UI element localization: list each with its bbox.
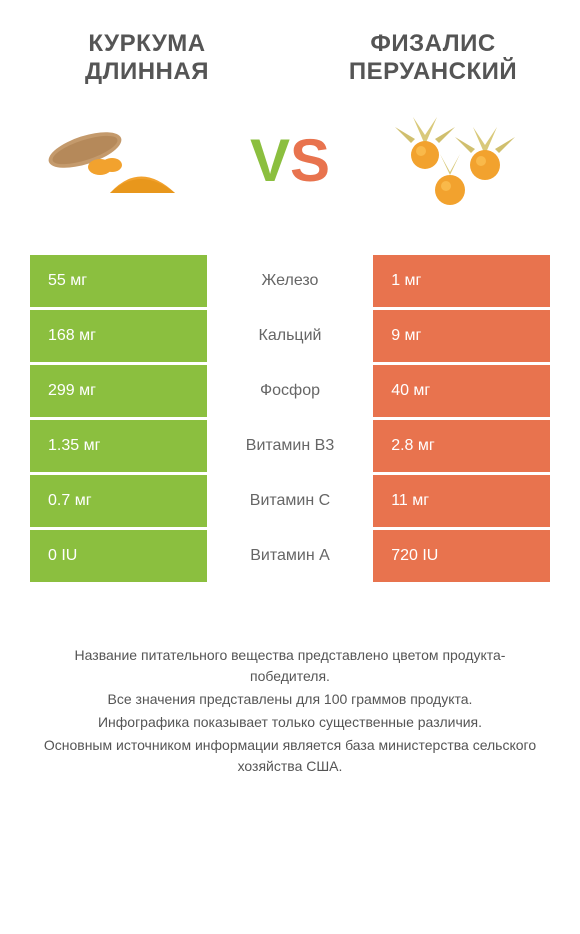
vs-s: S: [290, 127, 330, 194]
left-value: 1.35 мг: [30, 420, 207, 472]
nutrient-row: 0 IUВитамин A720 IU: [30, 530, 550, 582]
right-value: 11 мг: [373, 475, 550, 527]
nutrient-row: 1.35 мгВитамин B32.8 мг: [30, 420, 550, 472]
left-value: 0 IU: [30, 530, 207, 582]
vs-v: V: [250, 127, 290, 194]
right-value: 1 мг: [373, 255, 550, 307]
nutrient-label: Кальций: [207, 310, 373, 362]
titles-row: КУРКУМА ДЛИННАЯ ФИЗАЛИС ПЕРУАНСКИЙ: [30, 30, 550, 85]
vs-row: VS: [30, 105, 550, 215]
vs-label: VS: [250, 126, 330, 195]
nutrient-label: Фосфор: [207, 365, 373, 417]
nutrient-label: Витамин B3: [207, 420, 373, 472]
nutrient-row: 55 мгЖелезо1 мг: [30, 255, 550, 307]
right-value: 9 мг: [373, 310, 550, 362]
footer-line: Инфографика показывает только существенн…: [35, 712, 545, 733]
left-value: 168 мг: [30, 310, 207, 362]
footer-notes: Название питательного вещества представл…: [30, 645, 550, 779]
left-product-image: [40, 105, 190, 215]
left-value: 299 мг: [30, 365, 207, 417]
nutrient-label: Витамин C: [207, 475, 373, 527]
nutrient-table: 55 мгЖелезо1 мг168 мгКальций9 мг299 мгФо…: [30, 255, 550, 585]
nutrient-label: Железо: [207, 255, 373, 307]
nutrient-row: 299 мгФосфор40 мг: [30, 365, 550, 417]
right-product-title: ФИЗАЛИС ПЕРУАНСКИЙ: [316, 30, 550, 85]
left-value: 55 мг: [30, 255, 207, 307]
nutrient-label: Витамин A: [207, 530, 373, 582]
nutrient-row: 0.7 мгВитамин C11 мг: [30, 475, 550, 527]
right-value: 40 мг: [373, 365, 550, 417]
left-product-title: КУРКУМА ДЛИННАЯ: [30, 30, 264, 85]
footer-line: Все значения представлены для 100 граммо…: [35, 689, 545, 710]
footer-line: Название питательного вещества представл…: [35, 645, 545, 687]
right-value: 2.8 мг: [373, 420, 550, 472]
nutrient-row: 168 мгКальций9 мг: [30, 310, 550, 362]
right-value: 720 IU: [373, 530, 550, 582]
right-product-image: [390, 105, 540, 215]
left-value: 0.7 мг: [30, 475, 207, 527]
footer-line: Основным источником информации является …: [35, 735, 545, 777]
